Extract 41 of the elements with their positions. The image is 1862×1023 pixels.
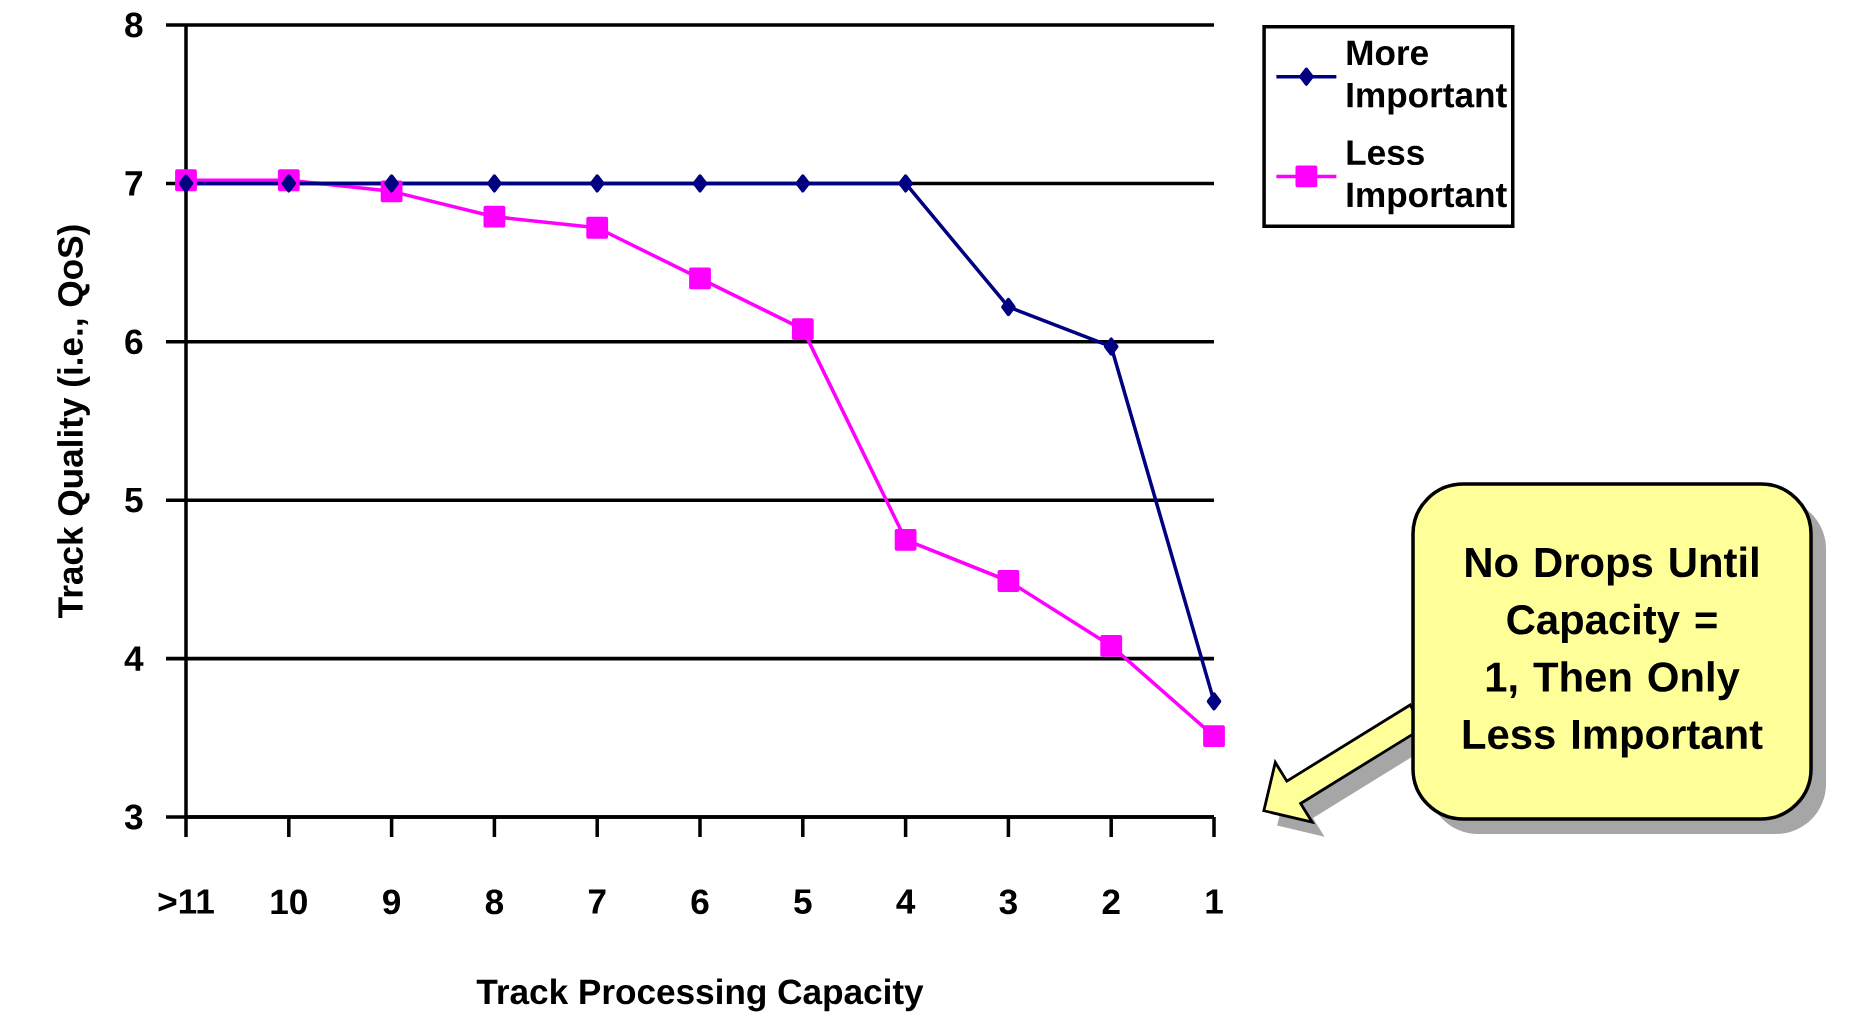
x-tick-label: 1 [1206,889,1223,914]
y-tick-label: 4 [124,646,144,671]
point [997,570,1020,592]
point [692,174,708,193]
x-tick-label: 6 [691,889,709,915]
y-tick-label: 8 [125,12,143,38]
x-tick-label: >11 [158,889,214,914]
point [689,267,711,290]
point [487,174,502,193]
x-tick-label: 8 [485,889,504,915]
point [586,216,609,239]
legend-label: Less Important [1347,140,1507,215]
y-tick-label: 5 [125,487,143,513]
x-tick-label: 4 [896,889,916,914]
x-tick-label: 5 [794,889,812,914]
x-tick-label: 3 [999,889,1017,915]
legend-label: More Important [1347,40,1507,115]
point [1206,692,1222,711]
x-tick-label: 9 [383,889,401,915]
x-axis-title: Track Processing Capacity [476,978,924,1012]
y-axis-title: Track Quality (i.e., QoS) [57,225,90,618]
point [178,174,194,193]
point [1001,297,1016,317]
point [1103,337,1119,356]
point [791,318,814,340]
point [281,174,297,193]
point [384,174,399,193]
x-tick-label: 2 [1102,889,1120,914]
point [1203,725,1225,748]
point [795,174,811,193]
y-tick-label: 6 [125,329,143,355]
point [894,528,917,551]
point [1100,634,1123,657]
y-tick-label: 3 [124,804,143,830]
x-tick-label: 10 [271,889,307,915]
point [589,174,605,193]
y-tick-label: 7 [125,171,143,196]
x-tick-label: 7 [588,889,606,914]
point [898,174,913,193]
point [483,205,506,228]
text: No Drops Until Capacity = 1, Then Only Less Important [1463,546,1763,758]
